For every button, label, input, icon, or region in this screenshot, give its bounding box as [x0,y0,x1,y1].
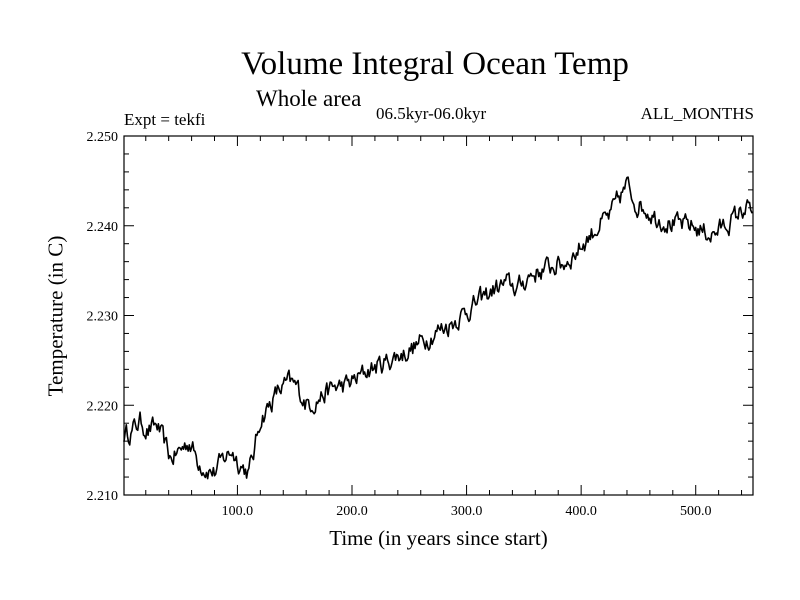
x-tick-label: 300.0 [451,504,483,519]
chart-title: Volume Integral Ocean Temp [241,46,629,82]
chart-subtitle: Whole area [256,86,362,111]
y-tick-label: 2.220 [87,399,119,414]
plot-frame [123,135,754,496]
x-tick-label: 200.0 [336,504,368,519]
y-tick-label: 2.210 [87,489,119,504]
months-label: ALL_MONTHS [640,104,754,123]
y-tick-label: 2.230 [87,310,119,325]
x-tick-label: 500.0 [680,504,712,519]
axis-ticks [124,135,753,496]
temperature-line [123,176,754,480]
axis-tick-labels: 100.0 200.0 300.0 400.0 500.0 2.210 2.220 2.230… [87,130,712,519]
x-tick-label: 400.0 [565,504,597,519]
period-label: 06.5kyr-06.0kyr [376,104,487,123]
y-tick-label: 2.240 [87,220,119,235]
experiment-label: Expt = tekfi [124,110,206,129]
x-tick-label: 100.0 [222,504,254,519]
y-tick-label: 2.250 [87,130,119,145]
x-axis-label: Time (in years since start) [329,526,548,550]
